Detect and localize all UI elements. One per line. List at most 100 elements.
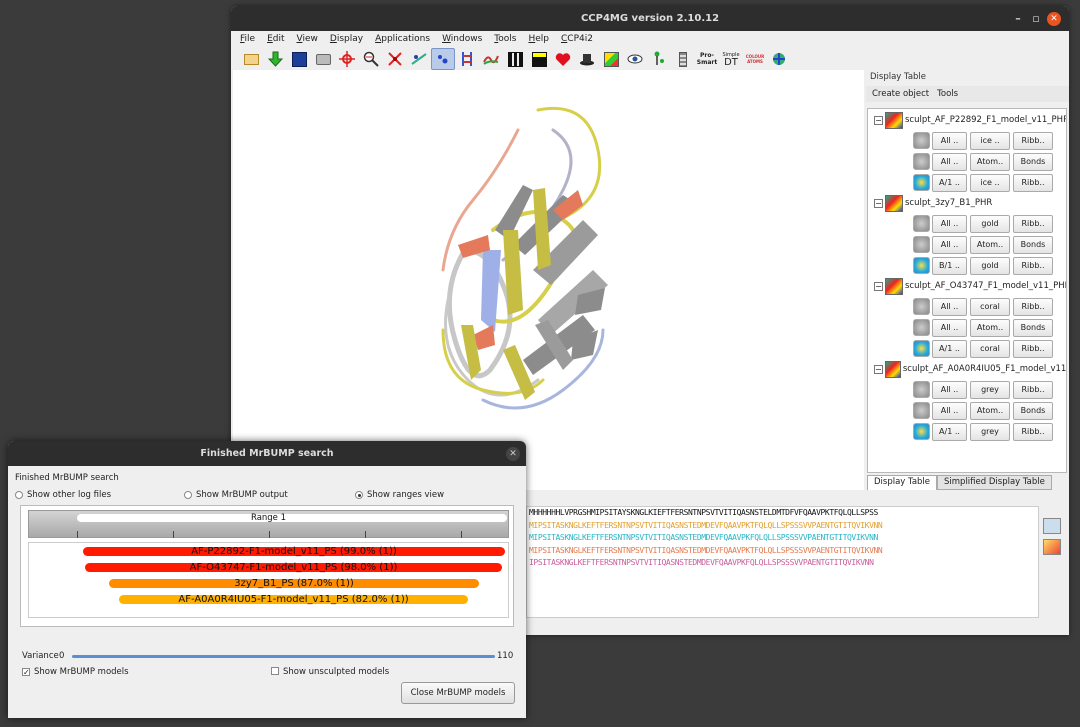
ribbon-model-icon[interactable]: [913, 257, 930, 274]
selection-button[interactable]: All ..: [932, 402, 967, 420]
tab-display-table[interactable]: Display Table: [867, 475, 938, 490]
range-pill[interactable]: [77, 514, 507, 522]
clash-icon[interactable]: [383, 48, 407, 70]
colour-button[interactable]: grey: [970, 381, 1010, 399]
dt-tools-menu[interactable]: Tools: [937, 89, 959, 99]
create-object-menu[interactable]: Create object: [872, 89, 930, 99]
double-helix-icon[interactable]: [455, 48, 479, 70]
show-unsculpted-models-checkbox[interactable]: Show unsculpted models: [271, 667, 389, 677]
model-bar[interactable]: 3zy7_B1_PS (87.0% (1)): [109, 579, 479, 589]
menu-applications[interactable]: Applications: [375, 34, 431, 44]
style-button[interactable]: Ribb..: [1013, 132, 1053, 150]
eye-icon[interactable]: [623, 48, 647, 70]
colour-button[interactable]: gold: [970, 215, 1010, 233]
model-icon[interactable]: [913, 153, 930, 170]
collapse-icon[interactable]: −: [874, 115, 883, 125]
minimize-icon[interactable]: –: [1015, 12, 1021, 25]
menu-display[interactable]: Display: [329, 34, 364, 44]
protein-ribbon-structure[interactable]: [233, 70, 864, 490]
zoom-icon[interactable]: [359, 48, 383, 70]
radio-show-mrbump-output[interactable]: Show MrBUMP output: [184, 489, 355, 501]
picture-icon[interactable]: [599, 48, 623, 70]
hat-icon[interactable]: [575, 48, 599, 70]
selection-button[interactable]: All ..: [932, 236, 967, 254]
sequence-icon[interactable]: [647, 48, 671, 70]
colour-button[interactable]: ice ..: [970, 132, 1010, 150]
colour-button[interactable]: gold: [970, 257, 1010, 275]
colour-button[interactable]: coral: [970, 340, 1010, 358]
save-disk-icon[interactable]: [287, 48, 311, 70]
collapse-icon[interactable]: −: [874, 198, 883, 208]
molecule-icon[interactable]: [884, 360, 901, 378]
selection-button[interactable]: All ..: [932, 132, 967, 150]
show-mrbump-models-checkbox[interactable]: ✓ Show MrBUMP models: [22, 667, 129, 677]
maximize-icon[interactable]: ▫: [1032, 12, 1040, 25]
object-name[interactable]: sculpt_AF_A0A0R4IU05_F1_model_v11_PHR: [902, 364, 1067, 374]
zoom-sequence-icon[interactable]: [1043, 518, 1061, 534]
object-row[interactable]: − sculpt_AF_P22892_F1_model_v11_PHR: [868, 111, 1067, 129]
colour-button[interactable]: Atom..: [970, 402, 1010, 420]
colour-button[interactable]: grey: [970, 423, 1010, 441]
radio-show-ranges-view[interactable]: Show ranges view: [355, 489, 444, 501]
object-row[interactable]: − sculpt_AF_O43747_F1_model_v11_PHR: [868, 277, 1066, 295]
molecule-icon[interactable]: [885, 277, 903, 295]
colour-button[interactable]: ice ..: [970, 174, 1010, 192]
selection-button[interactable]: All ..: [932, 319, 967, 337]
model-icon[interactable]: [913, 236, 930, 253]
model-bar[interactable]: AF-O43747-F1-model_v11_PS (98.0% (1)): [85, 563, 502, 573]
style-button[interactable]: Ribb..: [1013, 340, 1053, 358]
close-mrbump-models-button[interactable]: Close MrBUMP models: [401, 682, 515, 704]
colour-button[interactable]: Atom..: [970, 236, 1010, 254]
tracking-icon[interactable]: [407, 48, 431, 70]
menu-help[interactable]: Help: [528, 34, 549, 44]
model-icon[interactable]: [913, 319, 930, 336]
ribbon-model-icon[interactable]: [913, 423, 930, 440]
color-atoms-icon[interactable]: COLOUR ATOMS: [743, 48, 767, 70]
download-arrow-icon[interactable]: [263, 48, 287, 70]
object-name[interactable]: sculpt_AF_P22892_F1_model_v11_PHR: [905, 115, 1067, 125]
object-name[interactable]: sculpt_3zy7_B1_PHR: [905, 198, 993, 208]
menu-view[interactable]: View: [296, 34, 318, 44]
sequence-tool-icon[interactable]: [1043, 539, 1061, 555]
style-button[interactable]: Ribb..: [1013, 381, 1053, 399]
style-button[interactable]: Ribb..: [1013, 423, 1053, 441]
heart-icon[interactable]: [551, 48, 575, 70]
close-icon[interactable]: ✕: [1047, 12, 1061, 26]
clapper-icon[interactable]: [527, 48, 551, 70]
model-icon[interactable]: [913, 298, 930, 315]
center-crosshair-icon[interactable]: [335, 48, 359, 70]
checkbox-icon[interactable]: [271, 667, 279, 675]
tab-simplified-display-table[interactable]: Simplified Display Table: [937, 475, 1052, 490]
selection-button[interactable]: A/1 ..: [932, 174, 967, 192]
selection-button[interactable]: All ..: [932, 153, 967, 171]
style-button[interactable]: Ribb..: [1013, 215, 1053, 233]
close-icon[interactable]: ✕: [506, 447, 520, 461]
style-button[interactable]: Bonds: [1013, 319, 1053, 337]
sequence-alignment[interactable]: MHHHHHHLVPRGSHMIPSITAYSKNGLKIEFTFERSNTNP…: [526, 506, 1039, 618]
open-folder-icon[interactable]: [239, 48, 263, 70]
selection-button[interactable]: All ..: [932, 381, 967, 399]
ribbon-model-icon[interactable]: [913, 174, 930, 191]
pro-smart-icon[interactable]: Pro-Smart: [695, 48, 719, 70]
globe-icon[interactable]: [767, 48, 791, 70]
collapse-icon[interactable]: −: [874, 364, 883, 374]
range-bar[interactable]: Range 1: [28, 510, 509, 538]
menu-tools[interactable]: Tools: [494, 34, 517, 44]
model-icon[interactable]: [913, 381, 930, 398]
model-icon[interactable]: [913, 215, 930, 232]
colour-button[interactable]: coral: [970, 298, 1010, 316]
style-button[interactable]: Ribb..: [1013, 174, 1053, 192]
ribbon-icon[interactable]: [431, 48, 455, 70]
selection-button[interactable]: All ..: [932, 298, 967, 316]
selection-button[interactable]: A/1 ..: [932, 340, 967, 358]
radio-show-log-files[interactable]: Show other log files: [15, 489, 184, 501]
variance-slider[interactable]: [72, 655, 495, 658]
color-icon[interactable]: [479, 48, 503, 70]
style-button[interactable]: Bonds: [1013, 153, 1053, 171]
object-row[interactable]: − sculpt_3zy7_B1_PHR: [868, 194, 1066, 212]
menu-edit[interactable]: Edit: [267, 34, 285, 44]
model-icon[interactable]: [913, 402, 930, 419]
style-button[interactable]: Bonds: [1013, 236, 1053, 254]
checkbox-checked-icon[interactable]: ✓: [22, 668, 30, 677]
model-bar[interactable]: AF-A0A0R4IU05-F1-model_v11_PS (82.0% (1)…: [119, 595, 468, 605]
